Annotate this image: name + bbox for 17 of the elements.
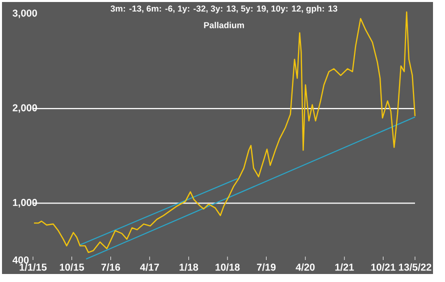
x-tick-label: 10/21	[371, 263, 396, 271]
text: Palladium	[204, 22, 244, 28]
x-tick-label: 13/5/22	[398, 263, 432, 271]
y-tick-label: 2,000	[12, 104, 37, 113]
x-tick-label: 10/15	[60, 263, 84, 271]
x-tick-label: 1/21	[335, 263, 354, 271]
chart-title: 3m: -13, 6m: -6, 1y: -32, 3y: 13, 5y: 19, 10y: 12, gph: 13	[110, 5, 338, 14]
y-tick-label: 3,000	[12, 10, 37, 18]
x-tick-label: 10/18	[216, 263, 240, 271]
x-tick-label: 4/17	[140, 263, 159, 271]
x-tick-label: 1/18	[180, 263, 198, 271]
y-tick-label: 1,000	[13, 198, 37, 208]
y-tick-label: 400	[12, 256, 29, 264]
x-tick-label: 7/19	[256, 263, 276, 271]
x-tick-label: 7/16	[101, 263, 120, 271]
x-tick-label: 1/1/15	[20, 263, 47, 271]
x-tick-label: 4/20	[296, 263, 315, 271]
